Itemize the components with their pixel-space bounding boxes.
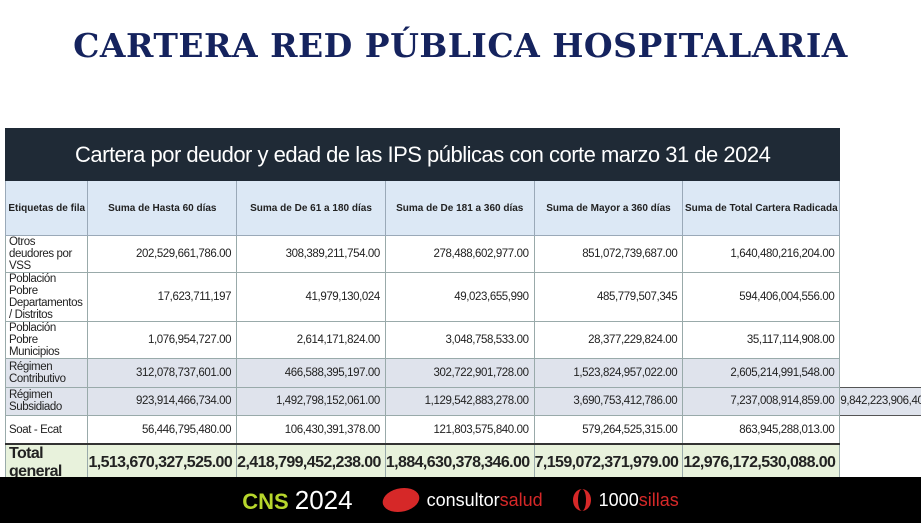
extra-cell (839, 415, 921, 444)
cell-value: 466,588,395,197.00 (236, 358, 386, 388)
caption-row: Cartera por deudor y edad de las IPS púb… (4, 128, 921, 181)
consultorsalud-logo: consultorsalud (379, 488, 543, 512)
extra-cell: 9,842,223,906,407.00 (839, 386, 921, 416)
table-caption: Cartera por deudor y edad de las IPS púb… (4, 128, 841, 181)
cell-value: 49,023,655,990 (384, 272, 535, 322)
total-label: Total general (4, 443, 89, 482)
column-header: Suma de De 181 a 360 días (384, 180, 535, 236)
extra-cell (839, 235, 921, 273)
consultorsalud-text-b: salud (499, 489, 543, 510)
cell-value: 17,623,711,197 (87, 272, 238, 322)
row-label: Población Pobre Municipios (4, 321, 89, 359)
total-value: 1,513,670,327,525.00 (87, 443, 238, 482)
total-value: 1,884,630,378,346.00 (384, 443, 535, 482)
cell-value: 3,690,753,412,786.00 (533, 386, 684, 416)
cell-value: 1,076,954,727.00 (87, 321, 238, 359)
cell-value: 3,048,758,533.00 (384, 321, 535, 359)
row-label: Población Pobre Departamentos / Distrito… (4, 272, 89, 322)
cell-value: 278,488,602,977.00 (384, 235, 535, 273)
column-header: Suma de De 61 a 180 días (236, 180, 386, 236)
consultorsalud-text-a: consultor (426, 489, 500, 510)
extra-cell (839, 321, 921, 359)
column-header: Suma de Mayor a 360 días (533, 180, 684, 236)
table-row: Régimen Subsidiado 923,914,466,734.00 1,49… (4, 386, 921, 416)
cell-value: 594,406,004,556.00 (682, 272, 841, 322)
cell-value: 41,979,130,024 (236, 272, 386, 322)
cell-value: 308,389,211,754.00 (236, 235, 386, 273)
table-row: Otros deudores por VSS 202,529,661,786.00… (4, 235, 921, 273)
empty-cell (839, 444, 921, 482)
cns-logo: CNS 2024 (242, 485, 352, 516)
cell-value: 579,264,525,315.00 (533, 415, 684, 445)
extra-cell (839, 358, 921, 387)
total-value: 12,976,172,530,088.00 (682, 443, 841, 482)
row-label: Otros deudores por VSS (4, 235, 89, 273)
table-row: Población Pobre Departamentos / Distrito… (4, 272, 921, 322)
page-title: CARTERA RED PÚBLICA HOSPITALARIA (73, 26, 848, 65)
column-header: Suma de Hasta 60 días (87, 180, 238, 236)
footer-bar: CNS 2024 consultorsalud 1000sillas (0, 477, 921, 523)
total-value: 7,159,072,371,979.00 (533, 443, 684, 482)
empty-cell (839, 128, 921, 181)
cell-value: 56,446,795,480.00 (87, 415, 238, 445)
cell-value: 863,945,288,013.00 (682, 415, 841, 445)
1000sillas-text-a: 1000 (598, 489, 639, 510)
total-row: Total general 1,513,670,327,525.00 2,418,7… (4, 443, 921, 482)
cell-value: 202,529,661,786.00 (87, 235, 238, 273)
consultorsalud-icon (379, 488, 422, 512)
1000sillas-logo: 1000sillas (572, 489, 679, 511)
column-header: Etiquetas de fila (4, 180, 89, 236)
row-label: Régimen Contributivo (4, 358, 89, 388)
cell-value: 28,377,229,824.00 (533, 321, 684, 359)
cns-year: 2024 (294, 484, 353, 515)
row-label: Régimen Subsidiado (4, 386, 89, 416)
cns-text: CNS (242, 488, 289, 514)
cell-value: 1,523,824,957,022.00 (533, 358, 684, 388)
cell-value: 1,129,542,883,278.00 (384, 386, 535, 416)
cell-value: 106,430,391,378.00 (236, 415, 386, 445)
empty-cell (839, 180, 921, 236)
cartera-table: Cartera por deudor y edad de las IPS púb… (4, 128, 921, 482)
cell-value: 1,640,480,216,204.00 (682, 235, 841, 273)
cell-value: 2,605,214,991,548.00 (682, 358, 841, 388)
cell-value: 35,117,114,908.00 (682, 321, 841, 359)
cell-value: 312,078,737,601.00 (87, 358, 238, 388)
extra-cell (839, 272, 921, 322)
cell-value: 485,779,507,345 (533, 272, 684, 322)
cell-value: 851,072,739,687.00 (533, 235, 684, 273)
row-label: Soat - Ecat (4, 415, 89, 445)
table-row: Soat - Ecat 56,446,795,480.00 106,430,391,… (4, 415, 921, 445)
1000sillas-icon (572, 489, 591, 511)
cell-value: 7,237,008,914,859.00 (682, 386, 841, 416)
cell-value: 2,614,171,824.00 (236, 321, 386, 359)
total-value: 2,418,799,452,238.00 (236, 443, 386, 482)
column-header: Suma de Total Cartera Radicada (682, 180, 841, 236)
table-row: Población Pobre Municipios 1,076,954,727.… (4, 321, 921, 359)
cell-value: 302,722,901,728.00 (384, 358, 535, 388)
cell-value: 121,803,575,840.00 (384, 415, 535, 445)
header-row: Etiquetas de fila Suma de Hasta 60 días Su… (4, 180, 921, 236)
cell-value: 1,492,798,152,061.00 (236, 386, 386, 416)
cell-value: 923,914,466,734.00 (87, 386, 238, 416)
1000sillas-text-b: sillas (638, 489, 679, 510)
table-row: Régimen Contributivo 312,078,737,601.00 46… (4, 358, 921, 388)
